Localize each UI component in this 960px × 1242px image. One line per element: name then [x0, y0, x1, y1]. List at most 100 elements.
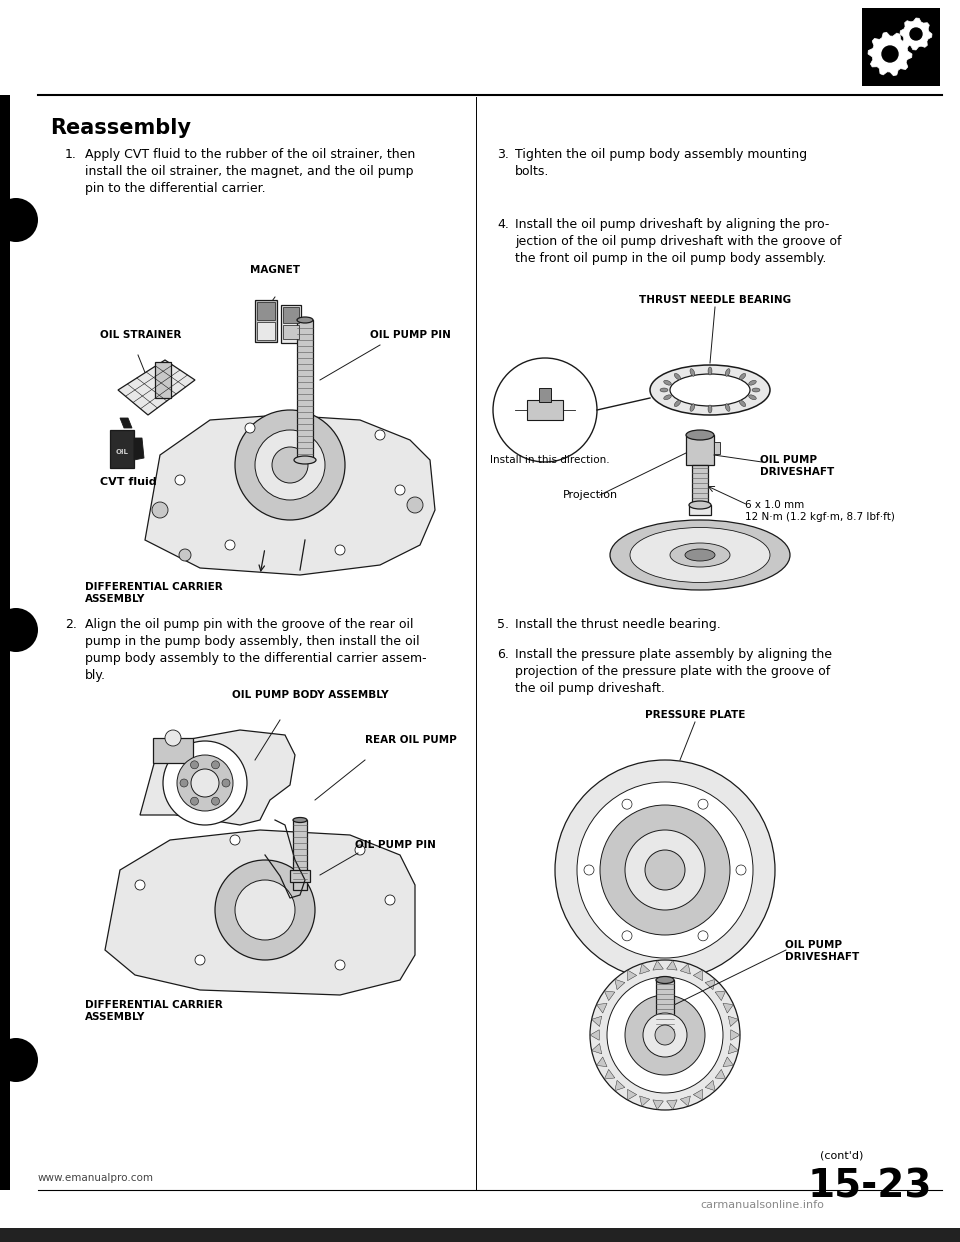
Circle shape — [698, 930, 708, 941]
Polygon shape — [653, 960, 663, 970]
Text: Align the oil pump pin with the groove of the rear oil
pump in the pump body ass: Align the oil pump pin with the groove o… — [85, 619, 426, 682]
Bar — [255, 301, 277, 342]
Text: 5.: 5. — [497, 619, 509, 631]
Bar — [539, 388, 551, 402]
Bar — [283, 325, 299, 339]
Circle shape — [177, 755, 233, 811]
Ellipse shape — [663, 395, 671, 400]
Ellipse shape — [725, 369, 730, 376]
Bar — [689, 505, 711, 515]
Circle shape — [493, 358, 597, 462]
Ellipse shape — [293, 817, 307, 822]
Text: www.emanualpro.com: www.emanualpro.com — [38, 1172, 154, 1182]
Polygon shape — [105, 830, 415, 995]
Text: carmanualsonline.info: carmanualsonline.info — [700, 1200, 824, 1210]
Polygon shape — [705, 979, 715, 990]
Bar — [0, 94, 10, 1190]
Circle shape — [395, 484, 405, 496]
Polygon shape — [591, 1016, 602, 1026]
Circle shape — [335, 960, 345, 970]
Bar — [862, 7, 940, 86]
Circle shape — [577, 782, 753, 958]
Text: 2.: 2. — [65, 619, 77, 631]
Circle shape — [163, 741, 247, 825]
Ellipse shape — [689, 501, 711, 509]
Polygon shape — [729, 1016, 738, 1026]
Circle shape — [211, 797, 220, 805]
Polygon shape — [653, 1100, 663, 1109]
Ellipse shape — [685, 549, 715, 561]
Ellipse shape — [656, 976, 674, 984]
Circle shape — [607, 977, 723, 1093]
Text: OIL PUMP BODY ASSEMBLY: OIL PUMP BODY ASSEMBLY — [231, 691, 388, 700]
Circle shape — [555, 760, 775, 980]
Text: CVT fluid: CVT fluid — [100, 477, 156, 487]
Circle shape — [255, 430, 325, 501]
Polygon shape — [705, 1081, 715, 1090]
Polygon shape — [723, 1004, 733, 1013]
Polygon shape — [666, 1100, 677, 1109]
Text: OIL STRAINER: OIL STRAINER — [100, 330, 181, 340]
Text: 4.: 4. — [497, 219, 509, 231]
Circle shape — [230, 835, 240, 845]
Circle shape — [235, 410, 345, 520]
Ellipse shape — [660, 388, 668, 392]
Polygon shape — [145, 415, 435, 575]
Circle shape — [0, 197, 38, 242]
Circle shape — [385, 895, 395, 905]
Ellipse shape — [610, 520, 790, 590]
Circle shape — [643, 1013, 687, 1057]
Ellipse shape — [297, 317, 313, 323]
Ellipse shape — [749, 395, 756, 400]
Bar — [692, 465, 708, 505]
Text: 3.: 3. — [497, 148, 509, 161]
Polygon shape — [605, 1069, 614, 1079]
Bar — [281, 306, 301, 343]
Polygon shape — [639, 964, 650, 974]
Polygon shape — [590, 1030, 599, 1041]
Bar — [155, 361, 171, 397]
Polygon shape — [681, 1095, 690, 1107]
Ellipse shape — [670, 374, 750, 406]
Text: Install the pressure plate assembly by aligning the
projection of the pressure p: Install the pressure plate assembly by a… — [515, 648, 832, 696]
Ellipse shape — [686, 430, 714, 440]
Text: Reassembly: Reassembly — [50, 118, 191, 138]
Circle shape — [272, 447, 308, 483]
Circle shape — [625, 995, 705, 1076]
Polygon shape — [614, 979, 625, 990]
Ellipse shape — [650, 365, 770, 415]
Text: 15-23: 15-23 — [807, 1167, 932, 1206]
Circle shape — [910, 29, 922, 40]
Ellipse shape — [670, 543, 730, 568]
Text: 1.: 1. — [65, 148, 77, 161]
Circle shape — [195, 955, 205, 965]
Circle shape — [152, 502, 168, 518]
Polygon shape — [140, 730, 295, 825]
Circle shape — [590, 960, 740, 1110]
Polygon shape — [628, 1089, 636, 1100]
Polygon shape — [681, 964, 690, 974]
Circle shape — [407, 497, 423, 513]
Polygon shape — [715, 991, 726, 1001]
Text: Install the thrust needle bearing.: Install the thrust needle bearing. — [515, 619, 721, 631]
Polygon shape — [715, 1069, 726, 1079]
Circle shape — [245, 424, 255, 433]
Polygon shape — [596, 1057, 607, 1067]
Polygon shape — [723, 1057, 733, 1067]
Polygon shape — [693, 970, 703, 981]
Text: Install in this direction.: Install in this direction. — [490, 455, 610, 465]
Text: Install the oil pump driveshaft by aligning the pro-
jection of the oil pump dri: Install the oil pump driveshaft by align… — [515, 219, 842, 265]
Bar — [283, 307, 299, 323]
Polygon shape — [591, 1043, 602, 1054]
Ellipse shape — [690, 404, 695, 411]
Bar — [290, 869, 310, 882]
Bar — [527, 400, 563, 420]
Circle shape — [600, 805, 730, 935]
Circle shape — [698, 799, 708, 810]
Ellipse shape — [752, 388, 760, 392]
Circle shape — [180, 779, 188, 787]
Text: OIL: OIL — [115, 450, 129, 455]
Ellipse shape — [674, 400, 681, 406]
Circle shape — [882, 46, 898, 62]
Circle shape — [190, 761, 199, 769]
